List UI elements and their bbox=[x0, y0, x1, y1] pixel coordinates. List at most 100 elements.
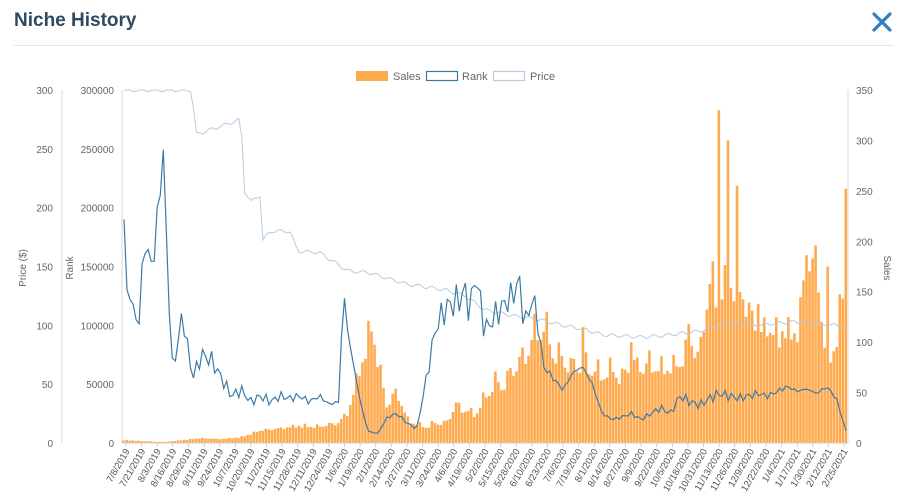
close-icon bbox=[872, 12, 892, 32]
legend-item-sales[interactable]: Sales bbox=[356, 71, 421, 83]
sales-bar bbox=[315, 424, 319, 443]
sales-bar bbox=[385, 407, 388, 443]
sales-bar bbox=[690, 345, 693, 443]
sales-bar bbox=[765, 336, 769, 443]
sales-bar bbox=[572, 358, 576, 443]
sales-bar bbox=[327, 422, 331, 443]
sales-bar bbox=[403, 412, 406, 443]
sales-bar bbox=[687, 323, 690, 443]
sales-bar bbox=[349, 404, 352, 443]
sales-bar bbox=[678, 367, 681, 443]
sales-bar bbox=[587, 374, 591, 443]
sales-bar bbox=[563, 367, 567, 443]
sales-bar bbox=[844, 188, 848, 443]
sales-bar bbox=[741, 299, 745, 443]
sales-bar bbox=[448, 419, 452, 443]
sales-bar bbox=[134, 440, 138, 443]
sales-bar bbox=[817, 292, 820, 443]
sales-bar bbox=[330, 423, 334, 443]
sales-bar bbox=[146, 441, 150, 443]
sales-axis-title: Sales bbox=[881, 255, 892, 280]
sales-bar bbox=[672, 354, 675, 443]
sales-bar bbox=[346, 416, 349, 443]
sales-bar bbox=[478, 407, 482, 443]
sales-bar bbox=[521, 347, 524, 443]
price-tick-label: 300 bbox=[36, 86, 53, 97]
sales-bar bbox=[273, 429, 277, 443]
rank-line bbox=[123, 149, 847, 434]
sales-bar bbox=[472, 417, 476, 443]
sales-bar bbox=[397, 400, 400, 443]
sales-bar bbox=[279, 427, 283, 443]
sales-bar bbox=[191, 439, 195, 443]
sales-bar bbox=[569, 357, 573, 443]
sales-bar bbox=[750, 310, 754, 443]
close-button[interactable] bbox=[868, 8, 896, 36]
sales-bar bbox=[252, 431, 255, 443]
legend-label-rank: Rank bbox=[462, 71, 488, 83]
sales-bar bbox=[536, 340, 539, 443]
sales-bar bbox=[213, 438, 216, 443]
sales-bar bbox=[463, 411, 467, 443]
sales-bar bbox=[796, 342, 799, 443]
sales-bar bbox=[249, 434, 252, 443]
sales-bar bbox=[784, 338, 787, 443]
sales-bar bbox=[382, 387, 385, 443]
sales-bar bbox=[288, 427, 292, 443]
sales-bar bbox=[276, 428, 280, 443]
sales-bar bbox=[125, 440, 129, 443]
sales-bar bbox=[605, 377, 609, 443]
sales-bar bbox=[376, 367, 379, 443]
sales-bar bbox=[747, 302, 751, 443]
sales-bar bbox=[122, 440, 126, 443]
sales-bar bbox=[726, 140, 730, 443]
rank-tick-label: 50000 bbox=[86, 380, 114, 391]
sales-bar bbox=[152, 441, 156, 443]
sales-bar bbox=[373, 344, 376, 443]
sales-bar bbox=[645, 363, 648, 443]
sales-bar bbox=[838, 294, 842, 443]
sales-bar bbox=[270, 430, 274, 443]
sales-bar bbox=[201, 437, 204, 443]
sales-axis: Sales 350 300 250 200 150 100 50 0 bbox=[847, 86, 892, 450]
sales-bar bbox=[188, 438, 192, 443]
sales-bar bbox=[418, 421, 422, 443]
sales-bar bbox=[361, 362, 364, 443]
sales-bar bbox=[720, 299, 724, 443]
sales-bar bbox=[729, 288, 733, 443]
sales-bar bbox=[312, 428, 316, 443]
sales-bar bbox=[756, 303, 760, 443]
sales-bar bbox=[675, 366, 678, 443]
price-line bbox=[124, 89, 847, 340]
price-tick-label: 0 bbox=[47, 439, 53, 450]
price-axis: Price ($) 300 250 200 150 100 50 0 bbox=[18, 86, 63, 450]
header-divider bbox=[14, 45, 894, 46]
sales-bar bbox=[575, 371, 579, 443]
sales-tick-label: 300 bbox=[856, 136, 873, 147]
sales-bar bbox=[318, 426, 322, 443]
sales-bar bbox=[626, 372, 630, 443]
sales-bar bbox=[608, 357, 612, 443]
sales-bars bbox=[122, 110, 848, 444]
sales-tick-label: 0 bbox=[856, 439, 862, 450]
sales-bar bbox=[415, 425, 419, 443]
legend-item-rank[interactable]: Rank bbox=[425, 70, 489, 83]
sales-tick-label: 200 bbox=[856, 237, 873, 248]
legend-item-price[interactable]: Price bbox=[492, 70, 556, 83]
sales-bar bbox=[149, 441, 153, 443]
sales-bar bbox=[633, 359, 636, 443]
sales-bar bbox=[333, 425, 337, 443]
sales-bar bbox=[185, 440, 189, 443]
sales-bar bbox=[204, 438, 207, 443]
sales-bar bbox=[367, 320, 370, 443]
sales-bar bbox=[267, 429, 271, 443]
sales-bar bbox=[324, 426, 328, 443]
sales-bar bbox=[400, 405, 403, 443]
sales-bar bbox=[475, 413, 479, 443]
rank-tick-label: 0 bbox=[108, 439, 114, 450]
sales-bar bbox=[491, 392, 494, 443]
sales-tick-label: 150 bbox=[856, 288, 873, 299]
sales-tick-label: 100 bbox=[856, 338, 873, 349]
sales-bar bbox=[611, 372, 615, 443]
sales-bar bbox=[696, 351, 700, 443]
